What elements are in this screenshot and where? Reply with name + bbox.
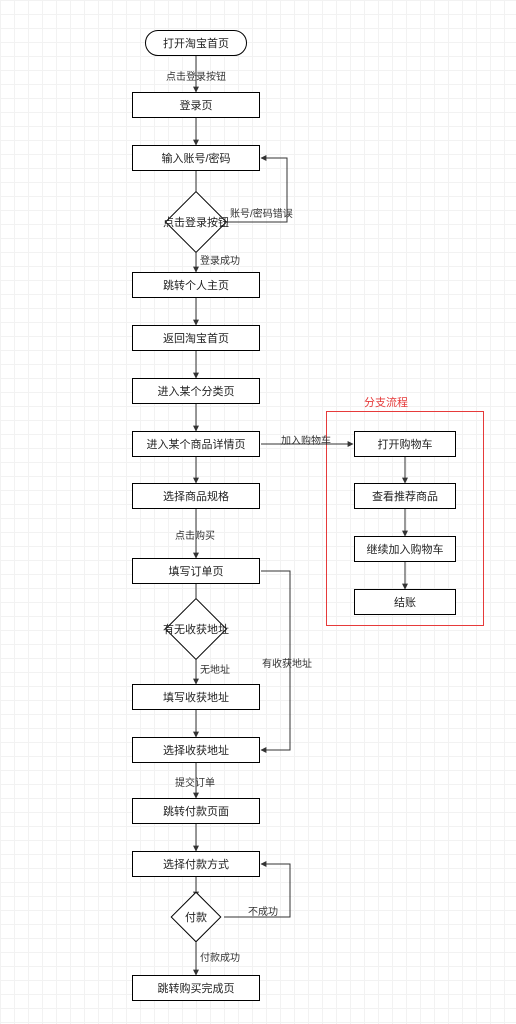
- node-category: 进入某个分类页: [132, 378, 260, 404]
- node-has-addr: 有无收获地址: [174, 607, 218, 651]
- label: 选择付款方式: [163, 856, 229, 872]
- label: 有无收获地址: [163, 621, 229, 637]
- edge-label-submit-order: 提交订单: [175, 774, 215, 789]
- label: 进入某个分类页: [158, 383, 235, 399]
- label: 点击登录按钮: [163, 214, 229, 230]
- label: 选择收获地址: [163, 742, 229, 758]
- node-profile: 跳转个人主页: [132, 272, 260, 298]
- node-open-cart: 打开购物车: [354, 431, 456, 457]
- node-click-login: 点击登录按钮: [174, 200, 218, 244]
- label: 继续加入购物车: [367, 541, 444, 557]
- label: 付款: [185, 909, 207, 925]
- label: 返回淘宝首页: [163, 330, 229, 346]
- node-detail: 进入某个商品详情页: [132, 431, 260, 457]
- node-login-page: 登录页: [132, 92, 260, 118]
- node-fill-order: 填写订单页: [132, 558, 260, 584]
- label: 选择商品规格: [163, 488, 229, 504]
- edge-label-pay-fail: 不成功: [248, 903, 278, 918]
- label: 跳转个人主页: [163, 277, 229, 293]
- node-pay-page: 跳转付款页面: [132, 798, 260, 824]
- label: 查看推荐商品: [372, 488, 438, 504]
- edge-label-click-login-btn: 点击登录按钮: [166, 68, 226, 83]
- label: 跳转购买完成页: [158, 980, 235, 996]
- node-pay: 付款: [178, 899, 214, 935]
- label: 进入某个商品详情页: [147, 436, 246, 452]
- node-select-pay: 选择付款方式: [132, 851, 260, 877]
- edge-label-no-addr: 无地址: [200, 661, 230, 676]
- node-back-home: 返回淘宝首页: [132, 325, 260, 351]
- node-select-addr: 选择收获地址: [132, 737, 260, 763]
- node-add-more: 继续加入购物车: [354, 536, 456, 562]
- node-input-creds: 输入账号/密码: [132, 145, 260, 171]
- label: 填写订单页: [169, 563, 224, 579]
- node-select-spec: 选择商品规格: [132, 483, 260, 509]
- label: 登录页: [180, 97, 213, 113]
- label: 打开淘宝首页: [163, 35, 229, 51]
- node-view-reco: 查看推荐商品: [354, 483, 456, 509]
- edge-label-login-success: 登录成功: [200, 252, 240, 267]
- node-open-home: 打开淘宝首页: [145, 30, 247, 56]
- branch-title: 分支流程: [364, 394, 408, 410]
- label: 填写收获地址: [163, 689, 229, 705]
- edge-label-yes-addr: 有收获地址: [262, 655, 312, 670]
- flowchart-canvas: 分支流程 打开淘宝首页 点击登录按钮 登录页 输入账号/密码 点击登录按钮 账号…: [0, 0, 516, 1024]
- edge-label-login-error: 账号/密码错误: [230, 205, 293, 220]
- label: 结账: [394, 594, 416, 610]
- node-fill-addr: 填写收获地址: [132, 684, 260, 710]
- edge-label-pay-success: 付款成功: [200, 949, 240, 964]
- node-done: 跳转购买完成页: [132, 975, 260, 1001]
- label: 输入账号/密码: [161, 150, 230, 166]
- label: 打开购物车: [378, 436, 433, 452]
- edge-label-click-buy: 点击购买: [175, 527, 215, 542]
- node-checkout: 结账: [354, 589, 456, 615]
- label: 跳转付款页面: [163, 803, 229, 819]
- edge-label-add-cart: 加入购物车: [281, 432, 331, 447]
